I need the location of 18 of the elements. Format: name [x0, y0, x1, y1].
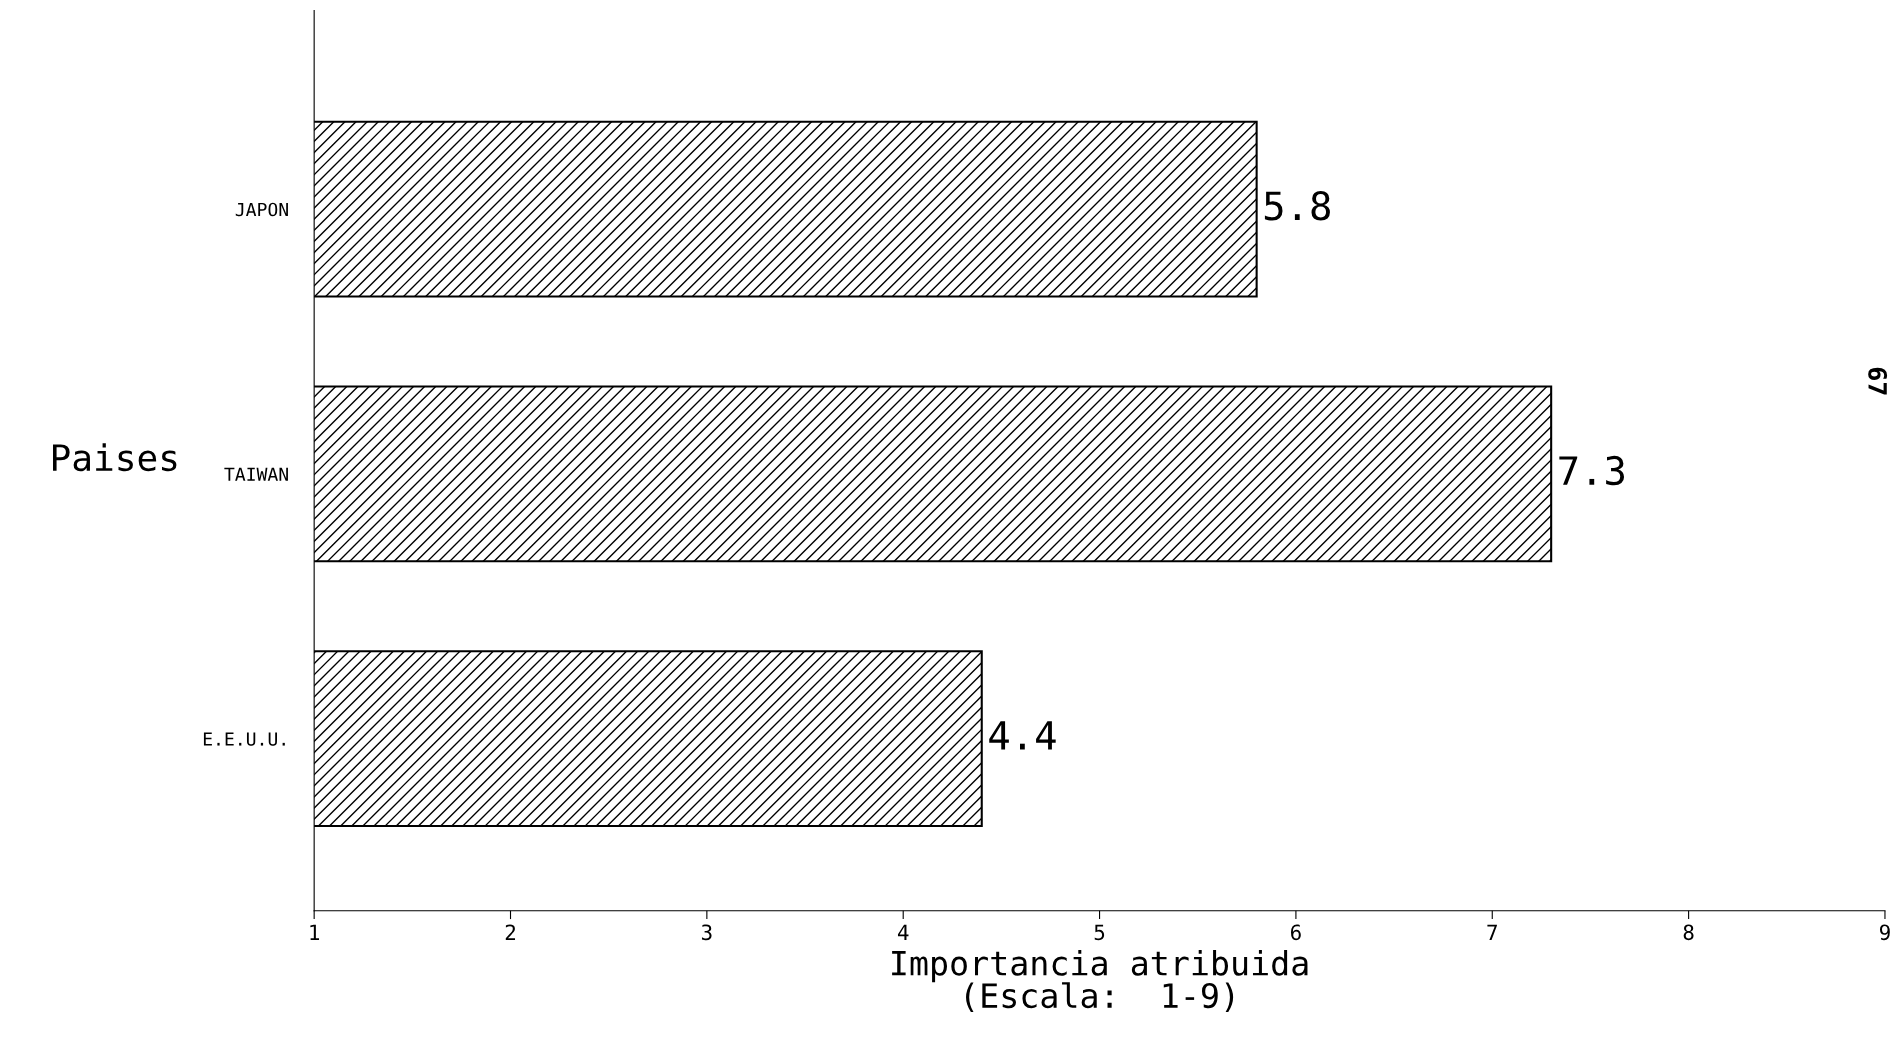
x-tick-label: 5: [1094, 924, 1105, 941]
x-tick-label: 4: [897, 924, 909, 940]
data-label: 4.4: [989, 721, 1056, 750]
x-tick-label: 8: [1683, 924, 1694, 941]
y-tick-label: E.E.U.U.: [203, 732, 285, 746]
x-tick-label: 9: [1879, 924, 1890, 941]
y-axis-title: Paises: [53, 443, 177, 472]
x-tick-label: 6: [1290, 924, 1301, 941]
x-tick-label: 1: [310, 924, 320, 940]
x-axis-title: Importancia atribuida (Escala: 1-9): [892, 949, 1308, 1013]
x-tick-label: 7: [1487, 924, 1497, 940]
data-label: 7.3: [1559, 455, 1625, 486]
y-tick-label: TAIWAN: [224, 467, 288, 481]
data-label: 5.8: [1264, 191, 1330, 221]
x-tick-label: 3: [701, 924, 712, 941]
annotation: 67: [1868, 367, 1888, 395]
y-tick-label: JAPON: [235, 202, 288, 217]
x-tick-label: 2: [505, 924, 516, 940]
